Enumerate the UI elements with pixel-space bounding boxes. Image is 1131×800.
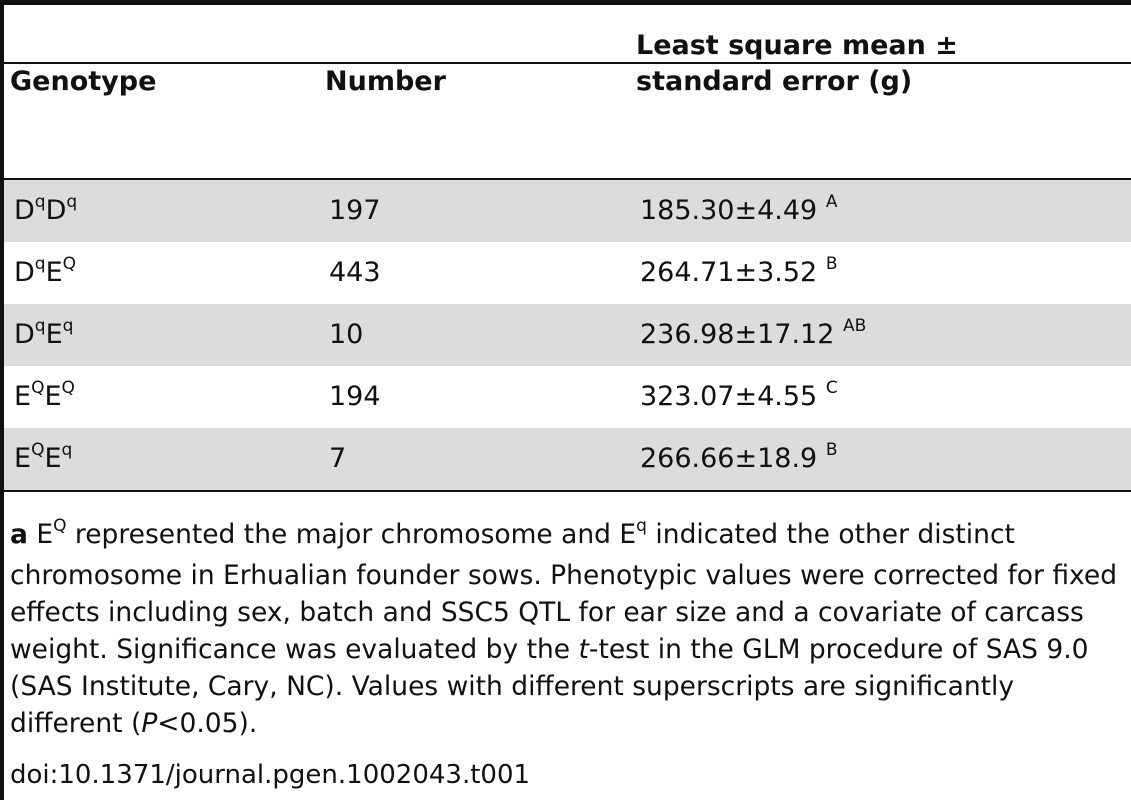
- header-least-square-mean: Least square mean ± standard error (g): [636, 28, 958, 100]
- header-number: Number: [325, 66, 446, 97]
- table-row: EQEq 7 266.66±18.9 B: [4, 428, 1131, 490]
- header-genotype: Genotype: [10, 66, 157, 97]
- table-top-rule: [4, 0, 1131, 5]
- number-cell: 443: [329, 257, 381, 288]
- header-bottom-rule: [4, 178, 1131, 180]
- doi-text: doi:10.1371/journal.pgen.1002043.t001: [10, 760, 531, 790]
- number-cell: 7: [329, 443, 347, 474]
- table-footnote: a EQ represented the major chromosome an…: [10, 516, 1118, 739]
- number-cell: 197: [329, 195, 381, 226]
- table-row: DqEQ 443 264.71±3.52 B: [4, 242, 1131, 304]
- significance-letter: C: [825, 378, 838, 398]
- significance-letter: B: [825, 440, 838, 460]
- number-cell: 194: [329, 381, 381, 412]
- table-row: DqDq 197 185.30±4.49 A: [4, 180, 1131, 242]
- significance-letter: AB: [843, 316, 867, 336]
- significance-letter: A: [825, 192, 838, 212]
- number-cell: 10: [329, 319, 364, 350]
- table-row: EQEQ 194 323.07±4.55 C: [4, 366, 1131, 428]
- genotype-cell: DqEq: [14, 316, 74, 350]
- header-top-rule: [4, 62, 1131, 64]
- genotype-cell: EQEQ: [14, 378, 75, 412]
- table-bottom-rule: [4, 490, 1131, 492]
- footnote-marker: a: [10, 519, 28, 550]
- significance-letter: B: [825, 254, 838, 274]
- genotype-cell: DqEQ: [14, 254, 77, 288]
- value-cell: 323.07±4.55 C: [640, 378, 838, 412]
- value-cell: 185.30±4.49 A: [640, 192, 838, 226]
- header-lsm-line2: standard error (g): [636, 66, 913, 97]
- genotype-cell: EQEq: [14, 440, 73, 474]
- value-cell: 266.66±18.9 B: [640, 440, 838, 474]
- left-border-rule: [0, 0, 4, 800]
- genotype-cell: DqDq: [14, 192, 78, 226]
- value-cell: 236.98±17.12 AB: [640, 316, 867, 350]
- value-cell: 264.71±3.52 B: [640, 254, 838, 288]
- table-row: DqEq 10 236.98±17.12 AB: [4, 304, 1131, 366]
- header-lsm-line1: Least square mean ±: [636, 30, 958, 61]
- table-body: DqDq 197 185.30±4.49 A DqEQ 443 264.71±3…: [4, 180, 1131, 490]
